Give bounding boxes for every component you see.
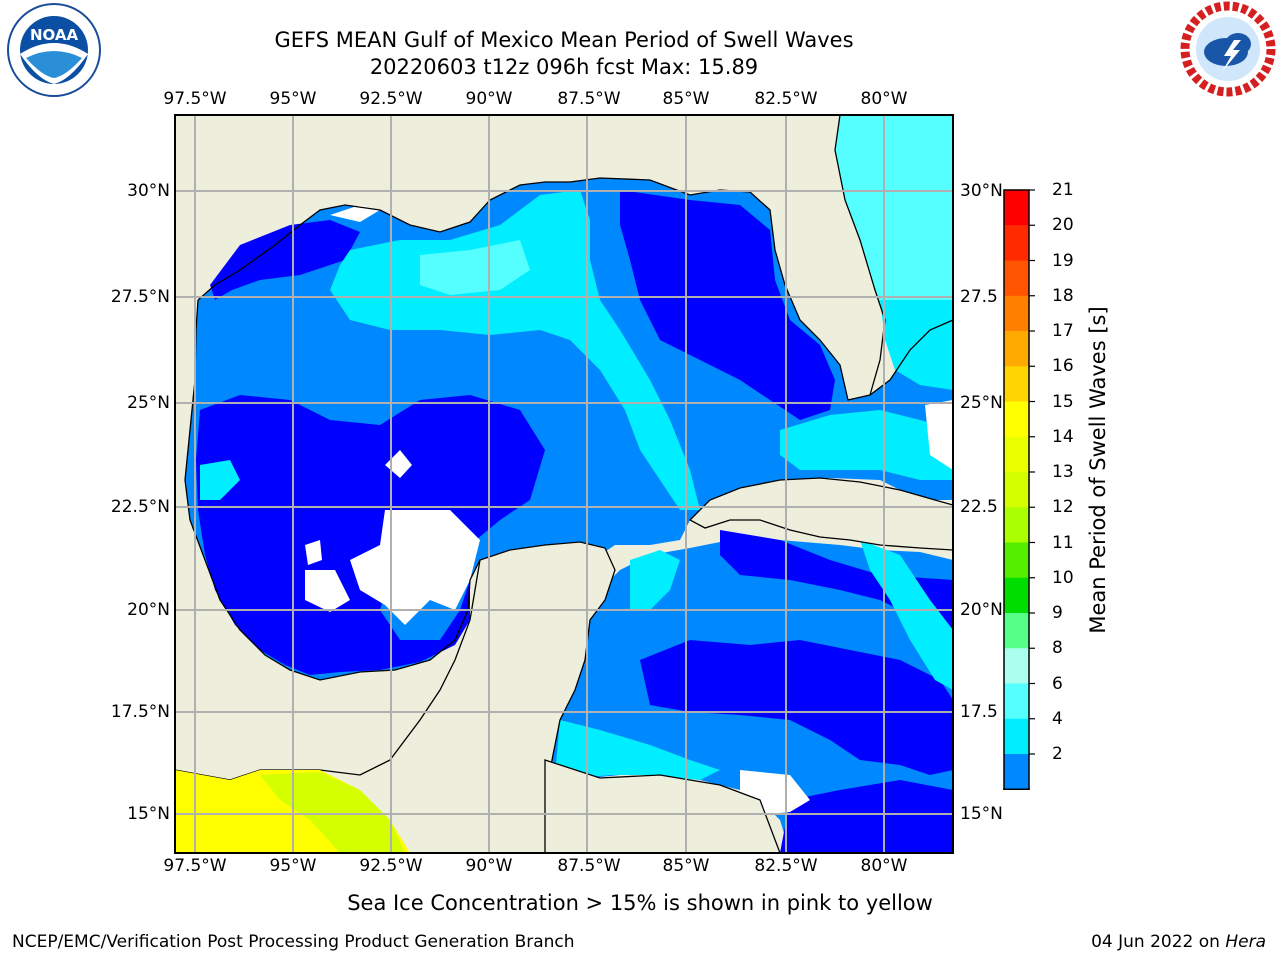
lon-tick-bottom: 80°W [860, 856, 908, 876]
lon-tick-bottom: 87.5°W [557, 856, 621, 876]
lon-tick-bottom: 90°W [465, 856, 513, 876]
colorbar-segment [1004, 190, 1029, 226]
colorbar-segment [1004, 683, 1029, 720]
footer-date-text: 04 Jun 2022 on [1091, 932, 1226, 952]
map-frame [174, 114, 954, 854]
lat-tick-right: 15°N [960, 804, 1003, 824]
lon-tick-bottom: 97.5°W [163, 856, 227, 876]
colorbar-frame [1003, 189, 1030, 790]
colorbar-label: 6 [1052, 673, 1063, 694]
lat-tick-right: 30°N [960, 181, 1003, 201]
colorbar-label: 4 [1052, 708, 1063, 729]
lon-tick-top: 85°W [662, 89, 710, 109]
lon-tick-top: 87.5°W [557, 89, 621, 109]
colorbar-segment [1004, 648, 1029, 684]
lat-tick-right: 22.5 [960, 497, 998, 517]
colorbar-label: 13 [1052, 462, 1074, 482]
colorbar-segment [1004, 472, 1029, 508]
colorbar-segment [1004, 401, 1029, 438]
colorbar-label: 12 [1052, 497, 1074, 518]
lat-tick-left: 22.5°N [110, 497, 170, 517]
footer-date: 04 Jun 2022 on Hera [1091, 932, 1266, 952]
colorbar-label: 11 [1052, 532, 1074, 553]
colorbar-segment [1004, 542, 1029, 579]
lat-tick-left: 20°N [127, 600, 170, 620]
colorbar-segment [1004, 331, 1029, 367]
lon-tick-bottom: 92.5°W [359, 856, 423, 876]
lat-tick-right: 17.5 [960, 702, 998, 722]
lat-tick-right: 20°N [960, 600, 1003, 620]
lat-tick-left: 25°N [127, 393, 170, 413]
colorbar-segment [1004, 718, 1029, 755]
atlantic-ocean [835, 115, 953, 350]
colorbar-label: 19 [1052, 250, 1074, 271]
cuba [688, 477, 953, 551]
colorbar-label: 17 [1052, 321, 1074, 341]
colorbar-label: 10 [1052, 567, 1074, 588]
footer-branch: NCEP/EMC/Verification Post Processing Pr… [12, 932, 575, 952]
deep-blue-region-west [196, 395, 545, 675]
colorbar-label: 9 [1052, 603, 1063, 623]
nws-logo [1180, 1, 1276, 97]
lat-tick-right: 27.5 [960, 287, 998, 307]
lon-tick-top: 95°W [269, 89, 317, 109]
colorbar-segment [1004, 613, 1029, 649]
us-coastline [197, 177, 953, 401]
lon-tick-top: 82.5°W [754, 89, 818, 109]
lon-tick-bottom: 82.5°W [754, 856, 818, 876]
lat-tick-left: 15°N [127, 804, 170, 824]
colorbar-segment [1004, 225, 1029, 261]
colorbar-segment [1004, 436, 1029, 473]
colorbar-label: 8 [1052, 638, 1063, 659]
footer-host: Hera [1225, 932, 1266, 952]
lat-tick-right: 25°N [960, 393, 1003, 413]
graticule [175, 115, 953, 853]
colorbar-label: 15 [1052, 391, 1074, 412]
lon-tick-top: 97.5°W [163, 89, 227, 109]
colorbar-label: 16 [1052, 356, 1074, 377]
colorbar-segment [1004, 295, 1029, 332]
colorbar-segment [1004, 754, 1029, 790]
colorbar-label: 2 [1052, 744, 1063, 764]
colorbar-segment [1004, 366, 1029, 402]
colorbar-label: 18 [1052, 285, 1074, 306]
no-data-patch [350, 510, 480, 625]
colorbar-title: Mean Period of Swell Waves [s] [1086, 306, 1110, 634]
sea-ice-note: Sea Ice Concentration > 15% is shown in … [347, 891, 933, 915]
colorbar-segment [1004, 260, 1029, 297]
lat-tick-left: 27.5°N [110, 287, 170, 307]
colorbar-label: 21 [1052, 180, 1074, 200]
lon-tick-bottom: 85°W [662, 856, 710, 876]
lon-tick-bottom: 95°W [269, 856, 317, 876]
colorbar-label: 14 [1052, 426, 1074, 447]
noaa-logo-text: NOAA [30, 26, 79, 44]
noaa-logo: NOAA [7, 3, 101, 97]
colorbar-segment [1004, 507, 1029, 543]
colorbar-label: 20 [1052, 215, 1074, 236]
chart-title: GEFS MEAN Gulf of Mexico Mean Period of … [274, 28, 854, 52]
lat-tick-left: 17.5°N [110, 702, 170, 722]
lon-tick-top: 92.5°W [359, 89, 423, 109]
colorbar-segment [1004, 577, 1029, 614]
chart-subtitle: 20220603 t12z 096h fcst Max: 15.89 [369, 55, 759, 79]
colorbar [1002, 189, 1035, 790]
lon-tick-top: 90°W [465, 89, 513, 109]
lat-tick-left: 30°N [127, 181, 170, 201]
lon-tick-top: 80°W [860, 89, 908, 109]
